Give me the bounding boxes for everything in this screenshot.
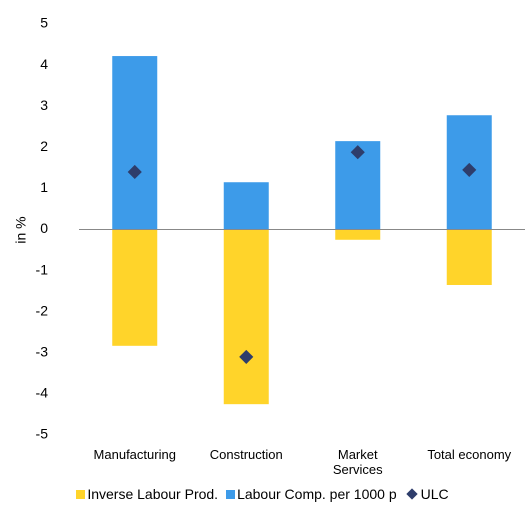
y-tick-label: -4 xyxy=(36,385,49,401)
legend-label: Labour Comp. per 1000 p xyxy=(237,486,397,502)
x-tick-label: Manufacturing xyxy=(93,447,176,462)
legend-swatch xyxy=(76,489,86,499)
y-tick-label: 4 xyxy=(40,56,48,72)
y-tick-label: 2 xyxy=(40,138,48,154)
x-tick-label: Total economy xyxy=(427,447,512,462)
y-tick-label: -5 xyxy=(36,426,49,442)
legend-label: Inverse Labour Prod. xyxy=(87,486,219,502)
diamond-marker xyxy=(462,162,477,177)
bar xyxy=(112,56,158,230)
legend-swatch xyxy=(405,488,418,500)
y-tick-label: 0 xyxy=(40,220,48,236)
legend: Inverse Labour Prod. Labour Comp. per 100… xyxy=(0,486,525,502)
bar xyxy=(335,229,381,240)
bar xyxy=(223,229,269,405)
legend-swatch xyxy=(226,489,236,499)
legend-item: Inverse Labour Prod. xyxy=(76,486,218,502)
bar xyxy=(446,229,492,285)
diamond-marker xyxy=(350,145,365,160)
x-tick-label: Market Services xyxy=(332,447,383,477)
y-tick-label: -2 xyxy=(36,302,49,318)
x-tick-label: Construction xyxy=(209,447,283,462)
diamond-marker xyxy=(239,349,254,364)
y-tick-label: 3 xyxy=(40,97,48,113)
y-axis-label: in % xyxy=(13,216,29,243)
bar xyxy=(223,182,269,230)
diamond-marker xyxy=(127,164,142,180)
legend-label: ULC xyxy=(420,486,449,502)
y-tick-label: -1 xyxy=(36,261,49,277)
legend-item: Labour Comp. per 1000 p xyxy=(226,486,397,502)
bar xyxy=(112,229,158,346)
legend-item: ULC xyxy=(405,486,449,502)
y-tick-label: 5 xyxy=(40,15,48,31)
y-tick-label: -3 xyxy=(36,344,49,360)
y-tick-label: 1 xyxy=(40,179,48,195)
